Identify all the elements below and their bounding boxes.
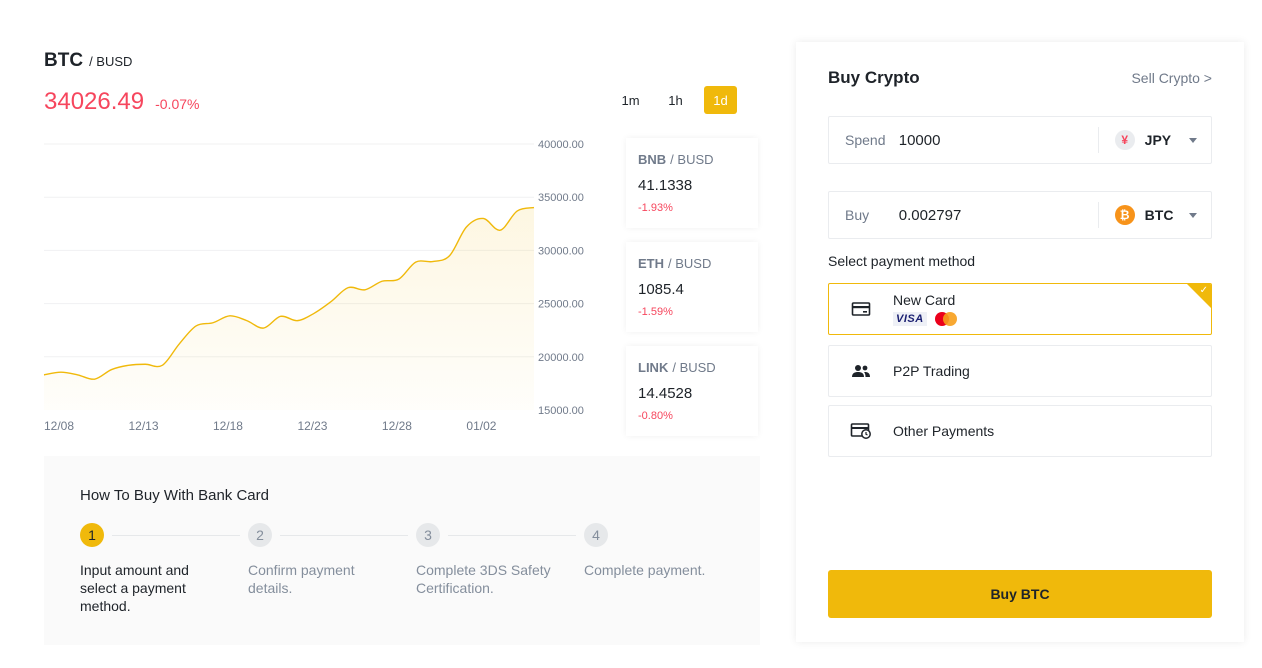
ticker-change: -0.80% xyxy=(638,410,673,422)
buy-btc-button[interactable]: Buy BTC xyxy=(828,570,1212,618)
selected-corner xyxy=(1187,284,1211,308)
mastercard-logo xyxy=(934,312,957,326)
ticker-card-link[interactable]: LINK / BUSD 14.4528 -0.80% xyxy=(626,346,758,436)
ticker-quote: / BUSD xyxy=(668,256,712,271)
y-tick-label: 35000.00 xyxy=(538,192,584,204)
pair-title: BTC / BUSD xyxy=(44,50,132,72)
buy-field: Buy ₿ BTC xyxy=(828,191,1212,239)
step-connector xyxy=(280,535,408,536)
ticker-base: ETH xyxy=(638,256,664,271)
spend-currency-code: JPY xyxy=(1144,132,1172,148)
step-text: Complete 3DS Safety Certification. xyxy=(416,562,551,596)
y-tick-label: 20000.00 xyxy=(538,352,584,364)
ticker-card-bnb[interactable]: BNB / BUSD 41.1338 -1.93% xyxy=(626,138,758,228)
price-line xyxy=(43,206,535,380)
ticker-base: LINK xyxy=(638,360,669,375)
y-axis-ticks: 40000.00 35000.00 30000.00 25000.00 20000.00… xyxy=(538,139,584,417)
card-clock-icon xyxy=(829,422,893,440)
x-tick-label: 12/13 xyxy=(128,419,158,433)
ticker-price: 14.4528 xyxy=(638,385,693,402)
price-row: 34026.49 -0.07% xyxy=(44,88,199,116)
panel-title: Buy Crypto xyxy=(828,68,920,87)
price-area xyxy=(44,207,534,410)
buy-label: Buy xyxy=(845,207,870,223)
pair-base: BTC xyxy=(44,50,84,71)
payment-option-label: Other Payments xyxy=(893,423,995,439)
price-chart: 40000.00 35000.00 30000.00 25000.00 20000.00… xyxy=(43,139,584,433)
y-tick-label: 25000.00 xyxy=(538,299,584,311)
spend-currency-select[interactable]: ¥ JPY xyxy=(1099,117,1211,163)
ticker-quote: / BUSD xyxy=(670,152,714,167)
spend-input[interactable] xyxy=(898,131,1098,149)
ticker-quote: / BUSD xyxy=(672,360,716,375)
x-tick-label: 12/18 xyxy=(213,419,243,433)
step-number: 3 xyxy=(416,523,440,547)
users-icon xyxy=(829,363,893,379)
step-text: Complete payment. xyxy=(584,562,706,578)
x-tick-label: 12/23 xyxy=(297,419,327,433)
step-text: Confirm payment details. xyxy=(248,562,355,596)
y-tick-label: 40000.00 xyxy=(538,139,584,151)
price-change: -0.07% xyxy=(155,96,200,112)
payment-option-new-card[interactable]: New Card VISA ✓ xyxy=(828,283,1212,335)
spend-label: Spend xyxy=(845,132,886,148)
payment-option-other[interactable]: Other Payments xyxy=(828,405,1212,457)
pair-quote: / BUSD xyxy=(89,54,133,69)
ticker-change: -1.93% xyxy=(638,202,673,214)
card-logos: VISA xyxy=(893,312,957,326)
buy-currency-select[interactable]: ₿ BTC xyxy=(1099,192,1211,238)
payment-option-label: P2P Trading xyxy=(893,363,970,379)
field-divider xyxy=(1097,202,1099,228)
how-to-buy-title: How To Buy With Bank Card xyxy=(80,487,269,504)
step-number: 4 xyxy=(584,523,608,547)
step-number: 1 xyxy=(80,523,104,547)
payment-option-label: New Card xyxy=(893,292,956,308)
step-connector xyxy=(112,535,240,536)
step-2: 2 Confirm payment details. xyxy=(248,523,416,597)
ticker-price: 41.1338 xyxy=(638,177,693,194)
sell-crypto-link[interactable]: Sell Crypto > xyxy=(1131,70,1212,86)
buy-currency-code: BTC xyxy=(1144,207,1174,223)
buy-input[interactable] xyxy=(898,206,1098,224)
y-tick-label: 30000.00 xyxy=(538,245,584,257)
last-price: 34026.49 xyxy=(44,88,145,115)
interval-selector: 1m 1h 1d xyxy=(614,86,737,114)
btc-icon: ₿ xyxy=(1114,205,1135,225)
step-1: 1 Input amount and select a payment meth… xyxy=(80,523,248,615)
x-tick-label: 01/02 xyxy=(466,419,496,433)
visa-logo: VISA xyxy=(893,312,927,326)
x-tick-label: 12/28 xyxy=(382,419,412,433)
ticker-card-eth[interactable]: ETH / BUSD 1085.4 -1.59% xyxy=(626,242,758,332)
how-to-buy-section: How To Buy With Bank Card 1 Input amount… xyxy=(44,456,760,645)
spend-field: Spend ¥ JPY xyxy=(828,116,1212,164)
ticker-pair: ETH / BUSD xyxy=(638,256,746,271)
step-number: 2 xyxy=(248,523,272,547)
ticker-pair: BNB / BUSD xyxy=(638,152,746,167)
step-connector xyxy=(448,535,576,536)
interval-1d-button[interactable]: 1d xyxy=(704,86,737,114)
ticker-change: -1.59% xyxy=(638,306,673,318)
x-axis-ticks: 12/08 12/13 12/18 12/23 12/28 01/02 xyxy=(44,419,497,433)
card-icon xyxy=(829,301,893,317)
field-divider xyxy=(1097,127,1099,153)
jpy-icon: ¥ xyxy=(1114,130,1135,150)
chevron-down-icon xyxy=(1189,213,1197,218)
buy-crypto-panel: Buy Crypto Sell Crypto > Spend ¥ JPY Buy… xyxy=(796,42,1244,642)
payment-method-label: Select payment method xyxy=(828,253,976,269)
step-3: 3 Complete 3DS Safety Certification. xyxy=(416,523,584,597)
interval-1h-button[interactable]: 1h xyxy=(668,92,683,108)
payment-option-p2p[interactable]: P2P Trading xyxy=(828,345,1212,397)
x-tick-label: 12/08 xyxy=(44,419,74,433)
interval-1m-button[interactable]: 1m xyxy=(621,92,640,108)
ticker-base: BNB xyxy=(638,152,667,167)
ticker-price: 1085.4 xyxy=(638,281,684,298)
step-text: Input amount and select a payment method… xyxy=(80,562,189,614)
y-tick-label: 15000.00 xyxy=(538,405,584,417)
ticker-pair: LINK / BUSD xyxy=(638,360,746,375)
chevron-down-icon xyxy=(1189,138,1197,143)
check-icon: ✓ xyxy=(1199,285,1208,296)
step-4: 4 Complete payment. xyxy=(584,523,752,579)
